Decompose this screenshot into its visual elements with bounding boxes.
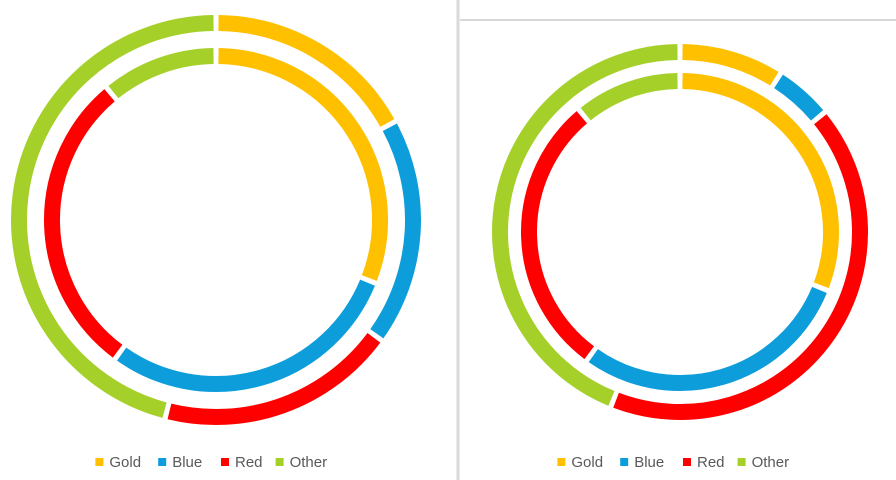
legend-swatch [221, 458, 229, 466]
legend-label: Gold [571, 454, 603, 471]
legend-label: Other [752, 454, 790, 471]
legend-label: Blue [634, 454, 664, 471]
legend-label: Red [235, 454, 263, 471]
doughnut-segment [218, 48, 388, 281]
doughnut-segment [580, 73, 678, 121]
doughnut-segment [492, 44, 678, 406]
doughnut-segment [521, 111, 595, 360]
doughnut-segment [370, 123, 421, 339]
legend-swatch [683, 458, 691, 466]
legend-label: Other [290, 454, 328, 471]
legend-label: Gold [109, 454, 141, 471]
doughnut-segment [774, 74, 824, 121]
doughnut-segment [682, 73, 839, 289]
doughnut-segment [11, 15, 214, 418]
doughnut-segment [218, 15, 395, 127]
legend-label: Blue [172, 454, 202, 471]
legend-label: Red [697, 454, 725, 471]
doughnut-segment [613, 114, 868, 420]
legend-swatch [275, 458, 284, 466]
legend-swatch [557, 458, 566, 466]
doughnut-segment [167, 333, 381, 425]
legend-swatch [95, 458, 104, 466]
doughnut-segment [108, 48, 214, 99]
doughnut-segment [588, 286, 827, 391]
doughnut-segment [682, 44, 779, 86]
legend-swatch [158, 458, 167, 466]
legend-swatch [620, 458, 629, 466]
legend-swatch [737, 458, 746, 466]
doughnut-segment [117, 279, 375, 392]
doughnut-segment [44, 89, 123, 358]
